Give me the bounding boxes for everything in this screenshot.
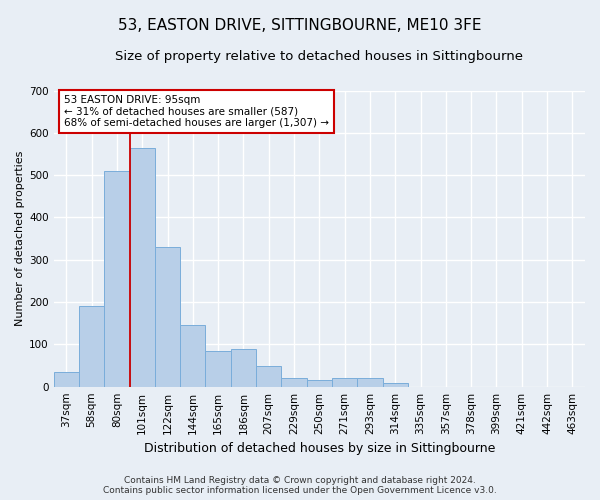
Bar (281, 378, 307, 386)
Bar (332, 378, 357, 386)
Bar (307, 380, 332, 386)
Bar (205, 350, 231, 386)
Title: Size of property relative to detached houses in Sittingbourne: Size of property relative to detached ho… (115, 50, 523, 63)
Bar (155, 247, 180, 386)
Text: 53, EASTON DRIVE, SITTINGBOURNE, ME10 3FE: 53, EASTON DRIVE, SITTINGBOURNE, ME10 3F… (118, 18, 482, 32)
Bar (231, 348, 256, 387)
Y-axis label: Number of detached properties: Number of detached properties (15, 151, 25, 326)
Bar (256, 366, 281, 386)
Bar (53, 372, 79, 386)
Bar (130, 148, 155, 386)
Bar (357, 378, 383, 386)
Bar (180, 326, 205, 386)
Bar (79, 306, 104, 386)
X-axis label: Distribution of detached houses by size in Sittingbourne: Distribution of detached houses by size … (143, 442, 495, 455)
Text: Contains HM Land Registry data © Crown copyright and database right 2024.
Contai: Contains HM Land Registry data © Crown c… (103, 476, 497, 495)
Bar (383, 384, 408, 386)
Text: 53 EASTON DRIVE: 95sqm
← 31% of detached houses are smaller (587)
68% of semi-de: 53 EASTON DRIVE: 95sqm ← 31% of detached… (64, 95, 329, 128)
Bar (104, 171, 130, 386)
